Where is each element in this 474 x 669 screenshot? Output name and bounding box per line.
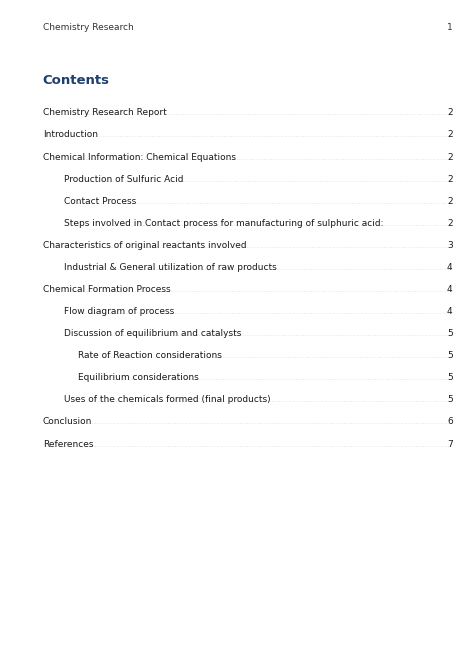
Text: 3: 3 [447, 241, 453, 250]
Text: Conclusion: Conclusion [43, 417, 92, 426]
Text: 5: 5 [447, 373, 453, 382]
Text: Equilibrium considerations: Equilibrium considerations [78, 373, 199, 382]
Text: 5: 5 [447, 329, 453, 338]
Text: 4: 4 [447, 285, 453, 294]
Text: Contents: Contents [43, 74, 109, 86]
Text: 5: 5 [447, 395, 453, 404]
Text: 7: 7 [447, 440, 453, 448]
Text: Chemistry Research Report: Chemistry Research Report [43, 108, 166, 117]
Text: Uses of the chemicals formed (final products): Uses of the chemicals formed (final prod… [64, 395, 271, 404]
Text: Characteristics of original reactants involved: Characteristics of original reactants in… [43, 241, 246, 250]
Text: Chemistry Research: Chemistry Research [43, 23, 133, 32]
Text: Contact Process: Contact Process [64, 197, 136, 205]
Text: Chemical Information: Chemical Equations: Chemical Information: Chemical Equations [43, 153, 236, 161]
Text: Production of Sulfuric Acid: Production of Sulfuric Acid [64, 175, 183, 183]
Text: Chemical Formation Process: Chemical Formation Process [43, 285, 170, 294]
Text: Industrial & General utilization of raw products: Industrial & General utilization of raw … [64, 263, 277, 272]
Text: Rate of Reaction considerations: Rate of Reaction considerations [78, 351, 222, 360]
Text: 2: 2 [447, 153, 453, 161]
Text: 4: 4 [447, 263, 453, 272]
Text: 5: 5 [447, 351, 453, 360]
Text: 2: 2 [447, 130, 453, 139]
Text: 1: 1 [447, 23, 453, 32]
Text: Flow diagram of process: Flow diagram of process [64, 307, 174, 316]
Text: Introduction: Introduction [43, 130, 98, 139]
Text: 4: 4 [447, 307, 453, 316]
Text: References: References [43, 440, 93, 448]
Text: 2: 2 [447, 197, 453, 205]
Text: Discussion of equilibrium and catalysts: Discussion of equilibrium and catalysts [64, 329, 241, 338]
Text: 2: 2 [447, 108, 453, 117]
Text: Steps involved in Contact process for manufacturing of sulphuric acid:: Steps involved in Contact process for ma… [64, 219, 383, 227]
Text: 2: 2 [447, 175, 453, 183]
Text: 2: 2 [447, 219, 453, 227]
Text: 6: 6 [447, 417, 453, 426]
